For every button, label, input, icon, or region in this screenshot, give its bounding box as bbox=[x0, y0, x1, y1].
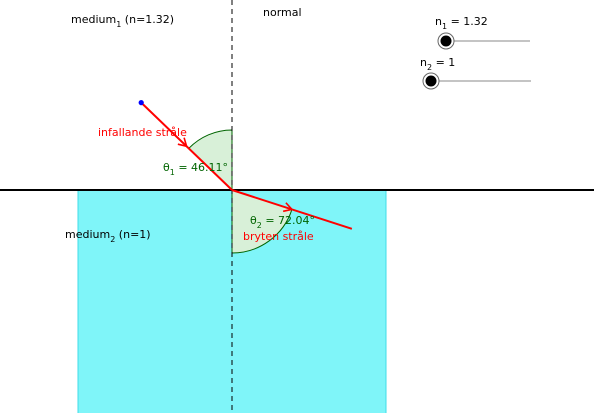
medium2-label: medium2 (n=1) bbox=[65, 228, 151, 244]
slider-n2-knob[interactable] bbox=[422, 72, 440, 90]
theta1-arc bbox=[188, 129, 233, 192]
ray-source-point[interactable] bbox=[138, 100, 144, 106]
slider-n1-knob[interactable] bbox=[437, 32, 455, 50]
theta2-arc bbox=[231, 189, 293, 254]
refracted-ray-label: bryten stråle bbox=[243, 230, 314, 243]
normal-label: normal bbox=[263, 6, 302, 19]
theta1-label: θ1 = 46.11° bbox=[163, 161, 228, 177]
slider-n2-label: n2 = 1 bbox=[420, 56, 455, 72]
refracted-ray-arrowhead bbox=[282, 202, 294, 213]
theta2-label: θ2 = 72.04° bbox=[250, 214, 315, 230]
incident-ray-label: infallande stråle bbox=[98, 126, 187, 139]
medium1-label: medium1 (n=1.32) bbox=[71, 13, 174, 29]
incident-ray-arrowhead bbox=[177, 137, 188, 148]
slider-n1-label: n1 = 1.32 bbox=[435, 15, 488, 31]
